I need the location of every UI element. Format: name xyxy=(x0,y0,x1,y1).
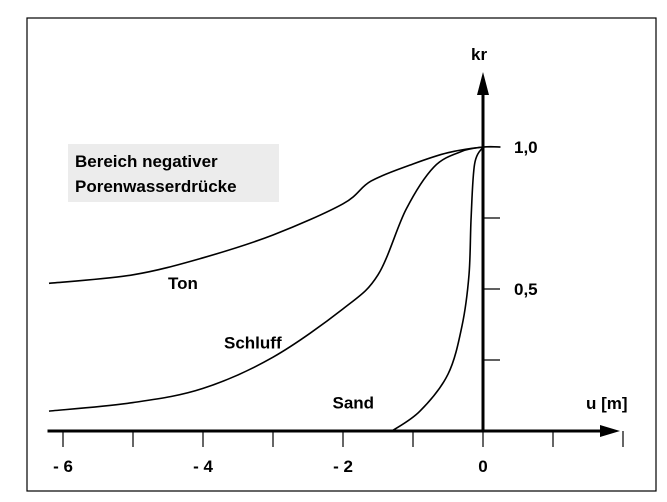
annotation-line-2: Porenwasserdrücke xyxy=(75,177,237,196)
series-label-sand: Sand xyxy=(333,393,375,412)
x-axis-label: u [m] xyxy=(586,394,628,413)
series-label-schluff: Schluff xyxy=(224,334,282,353)
series-line-ton xyxy=(48,145,501,285)
series-line-sand xyxy=(391,146,484,432)
annotation-line-1: Bereich negativer xyxy=(75,152,218,171)
y-tick-label: 1,0 xyxy=(514,138,538,157)
series-line-schluff xyxy=(48,146,484,412)
axes: - 6 - 4 - 2 0 1,0 0,5 xyxy=(47,72,624,476)
y-tick-label: 0,5 xyxy=(514,280,538,299)
y-axis-arrow xyxy=(477,72,489,95)
x-tick-label: - 2 xyxy=(333,457,353,476)
series-label-ton: Ton xyxy=(168,274,198,293)
y-axis-label: kr xyxy=(471,45,487,64)
annotation-box xyxy=(68,144,279,202)
chart-frame xyxy=(26,17,657,492)
x-tick-label: - 6 xyxy=(53,457,73,476)
curves: Ton Schluff Sand xyxy=(48,145,501,432)
x-tick-label: 0 xyxy=(478,457,487,476)
x-axis-arrow xyxy=(600,425,620,437)
x-tick-label: - 4 xyxy=(193,457,213,476)
